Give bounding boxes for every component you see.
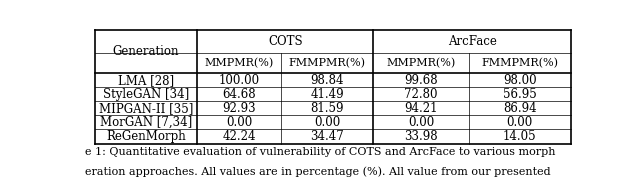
Text: 72.80: 72.80 [404, 88, 438, 101]
Text: StyleGAN [34]: StyleGAN [34] [103, 88, 189, 101]
Text: 0.00: 0.00 [408, 116, 434, 129]
Text: LMA [28]: LMA [28] [118, 74, 174, 87]
Text: 86.94: 86.94 [503, 102, 537, 115]
Text: 98.00: 98.00 [503, 74, 537, 87]
Text: ReGenMorph: ReGenMorph [106, 130, 186, 143]
Text: e 1: Quantitative evaluation of vulnerability of COTS and ArcFace to various mor: e 1: Quantitative evaluation of vulnerab… [85, 147, 556, 157]
Text: 33.98: 33.98 [404, 130, 438, 143]
Text: 100.00: 100.00 [218, 74, 259, 87]
Text: 99.68: 99.68 [404, 74, 438, 87]
Text: 34.47: 34.47 [310, 130, 344, 143]
Text: 14.05: 14.05 [503, 130, 537, 143]
Text: 0.00: 0.00 [226, 116, 252, 129]
Text: MMPMR(%): MMPMR(%) [387, 58, 456, 69]
Text: Generation: Generation [113, 45, 179, 58]
Text: 98.84: 98.84 [310, 74, 344, 87]
Text: 0.00: 0.00 [507, 116, 533, 129]
Text: 81.59: 81.59 [310, 102, 344, 115]
Text: MIPGAN-II [35]: MIPGAN-II [35] [99, 102, 193, 115]
Text: 64.68: 64.68 [222, 88, 256, 101]
Text: FMMPMR(%): FMMPMR(%) [481, 58, 558, 69]
Text: 92.93: 92.93 [222, 102, 256, 115]
Text: COTS: COTS [268, 35, 303, 48]
Text: MorGAN [7,34]: MorGAN [7,34] [100, 116, 192, 129]
Text: ArcFace: ArcFace [448, 35, 497, 48]
Text: eration approaches. All values are in percentage (%). All value from our present: eration approaches. All values are in pe… [85, 166, 550, 177]
Text: FMMPMR(%): FMMPMR(%) [289, 58, 365, 69]
Text: 41.49: 41.49 [310, 88, 344, 101]
Text: 0.00: 0.00 [314, 116, 340, 129]
Text: MMPMR(%): MMPMR(%) [204, 58, 273, 69]
Text: 56.95: 56.95 [503, 88, 537, 101]
Text: 42.24: 42.24 [222, 130, 255, 143]
Text: 94.21: 94.21 [404, 102, 438, 115]
